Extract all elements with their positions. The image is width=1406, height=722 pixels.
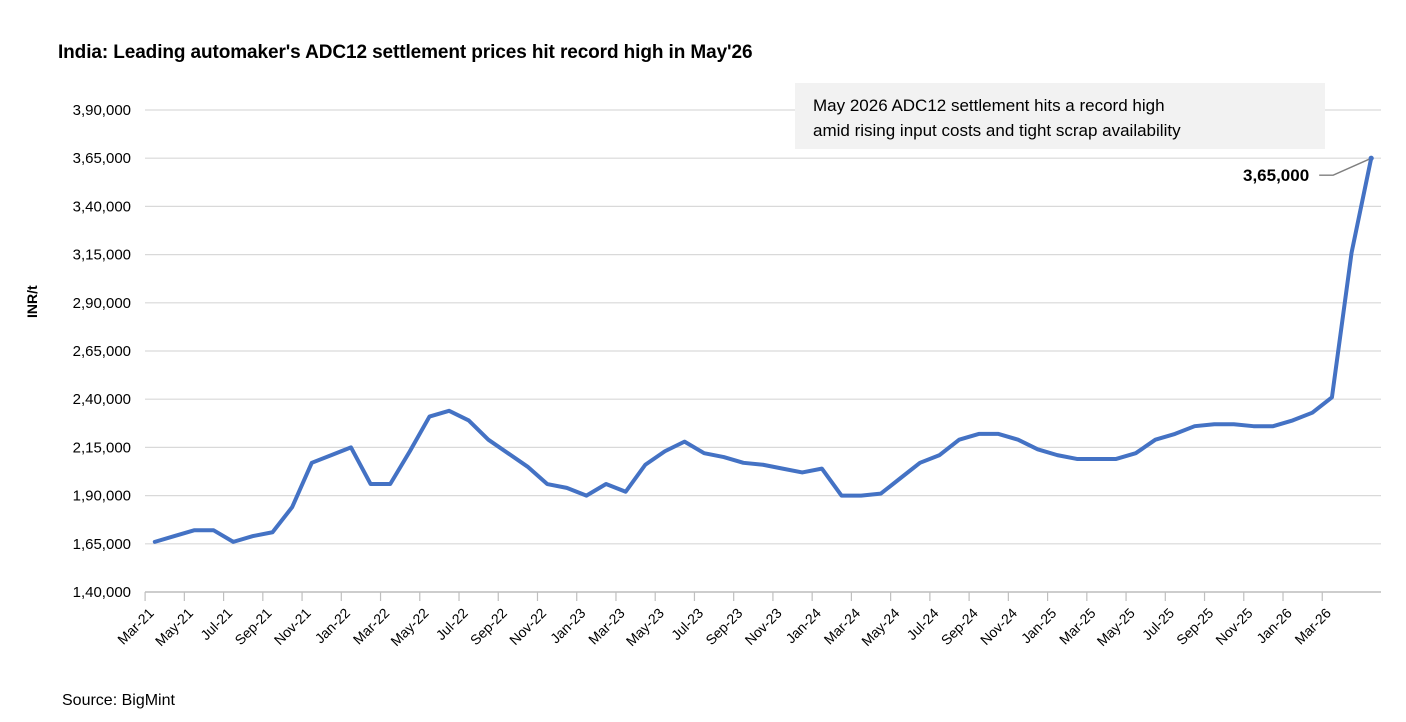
x-axis-tick-label: Nov-21 xyxy=(271,605,314,648)
data-point-value-label: 3,65,000 xyxy=(1243,166,1310,185)
x-axis-tick-label: Jul-24 xyxy=(903,605,941,643)
y-axis-tick-label: 3,90,000 xyxy=(73,102,131,119)
x-axis-tick-label: Nov-25 xyxy=(1212,605,1255,648)
x-axis-tick-label: Sep-21 xyxy=(231,605,274,648)
x-axis-tick-label: May-21 xyxy=(152,605,196,649)
leader-line xyxy=(1319,158,1370,176)
gridlines-group xyxy=(145,109,1381,593)
x-axis-tick-label: Nov-24 xyxy=(977,605,1020,648)
x-axis-tick-label: Mar-25 xyxy=(1056,605,1099,648)
y-axis-tick-label: 2,65,000 xyxy=(73,343,131,360)
x-axis-tick-label: Mar-24 xyxy=(821,605,864,648)
x-axis-tick-label: May-24 xyxy=(858,605,902,649)
x-axis-tick-label: May-23 xyxy=(623,605,667,649)
y-axis-tick-label: 2,15,000 xyxy=(73,439,131,456)
y-axis-tick-label: 3,65,000 xyxy=(73,150,131,167)
x-axis-tick-label: Jan-26 xyxy=(1253,605,1295,647)
y-axis-tick-labels: 3,90,000 3,65,000 3,40,000 3,15,000 2,90,000… xyxy=(73,102,131,601)
chart-title: India: Leading automaker's ADC12 settlem… xyxy=(58,42,753,63)
series-line-group xyxy=(152,156,1374,544)
x-axis-tick-label: Jul-25 xyxy=(1139,605,1177,643)
x-axis-tick-label: Nov-23 xyxy=(742,605,785,648)
y-axis-tick-label: 1,40,000 xyxy=(73,584,131,601)
x-axis-tick-label: Sep-23 xyxy=(702,605,745,648)
x-axis-tick-label: May-22 xyxy=(387,605,431,649)
last-data-point-marker xyxy=(1368,155,1374,161)
x-axis-tick-label: Sep-24 xyxy=(938,605,981,648)
x-axis-tick-label: Nov-22 xyxy=(506,605,549,648)
data-label-leader-line xyxy=(1319,155,1374,176)
x-axis-tick-label: Jan-23 xyxy=(547,605,589,647)
x-axis-tick-label: Jan-25 xyxy=(1018,605,1060,647)
x-axis-tick-label: Mar-22 xyxy=(350,605,393,648)
x-axis-tick-label: Jul-23 xyxy=(668,605,706,643)
x-axis-tick-label: Jul-21 xyxy=(197,605,235,643)
series-line xyxy=(152,156,1374,544)
annotation-line-1: May 2026 ADC12 settlement hits a record … xyxy=(813,96,1165,115)
annotation-line-2: amid rising input costs and tight scrap … xyxy=(813,121,1181,140)
y-axis-tick-label: 2,40,000 xyxy=(73,391,131,408)
x-axis-tick-label: Sep-22 xyxy=(467,605,510,648)
x-axis-tick-marks xyxy=(144,592,1323,601)
y-axis-tick-label: 3,40,000 xyxy=(73,198,131,215)
x-axis-tick-label: Mar-21 xyxy=(114,605,157,648)
x-axis-tick-label: Jul-22 xyxy=(433,605,471,643)
y-axis-tick-label: 3,15,000 xyxy=(73,247,131,264)
x-axis-tick-label: Mar-26 xyxy=(1291,605,1334,648)
y-axis-tick-label: 1,65,000 xyxy=(73,536,131,553)
y-axis-tick-label: 2,90,000 xyxy=(73,295,131,312)
annotation-callout: May 2026 ADC12 settlement hits a record … xyxy=(795,83,1325,149)
x-axis-tick-label: Mar-23 xyxy=(585,605,628,648)
x-axis-tick-label: Sep-25 xyxy=(1173,605,1216,648)
source-note: Source: BigMint xyxy=(62,692,175,709)
x-axis-tick-label: May-25 xyxy=(1094,605,1138,649)
x-axis-tick-label: Jan-24 xyxy=(782,605,824,647)
x-axis-tick-label: Jan-22 xyxy=(312,605,354,647)
y-axis-tick-label: 1,90,000 xyxy=(73,488,131,505)
